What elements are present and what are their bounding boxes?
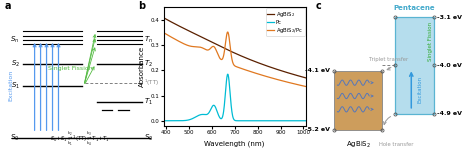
Bar <box>394 17 434 114</box>
AgBiS$_2$ <box>186 30 191 32</box>
Text: Excitation: Excitation <box>418 76 423 103</box>
Pc <box>225 74 231 76</box>
Text: $T_n$: $T_n$ <box>144 35 153 45</box>
AgBiS$_2$ <box>303 77 309 79</box>
Text: $S_n$: $S_n$ <box>10 35 19 45</box>
Line: AgBiS$_2$: AgBiS$_2$ <box>164 18 306 78</box>
Pc <box>245 120 250 122</box>
Legend: AgBiS$_2$, Pc, AgBiS$_2$/Pc: AgBiS$_2$, Pc, AgBiS$_2$/Pc <box>266 8 305 36</box>
AgBiS$_2$ <box>255 62 261 64</box>
Text: Excitation: Excitation <box>8 70 13 102</box>
AgBiS$_2$ <box>268 66 273 68</box>
X-axis label: Wavelength (nm): Wavelength (nm) <box>204 140 265 147</box>
Text: $^1$(TT): $^1$(TT) <box>144 78 159 88</box>
Text: a: a <box>5 1 11 12</box>
Text: c: c <box>315 1 321 12</box>
Line: AgBiS$_2$/Pc: AgBiS$_2$/Pc <box>164 32 306 86</box>
Line: Pc: Pc <box>164 74 306 121</box>
Pc <box>303 120 309 122</box>
AgBiS$_2$/Pc <box>245 70 250 71</box>
Text: $S_1$: $S_1$ <box>10 81 19 91</box>
Text: Triplet transfer: Triplet transfer <box>369 57 408 62</box>
Pc <box>225 73 231 75</box>
Text: Singlet Fission: Singlet Fission <box>48 66 93 71</box>
Text: -5.2 eV: -5.2 eV <box>304 127 329 132</box>
Y-axis label: Absorbance: Absorbance <box>139 46 145 87</box>
Text: $T_2$: $T_2$ <box>144 59 153 69</box>
AgBiS$_2$ <box>245 58 250 59</box>
Text: $S_0$: $S_0$ <box>144 133 153 143</box>
Text: $S_0$: $S_0$ <box>10 133 19 143</box>
AgBiS$_2$/Pc <box>161 32 166 33</box>
Text: Singlet Fission: Singlet Fission <box>428 22 433 61</box>
Text: $S_0{+}S_1 \underset{k_1}{\overset{k_2}{\rightleftharpoons}} {}^1(TT) \underset{: $S_0{+}S_1 \underset{k_1}{\overset{k_2}{… <box>50 131 109 148</box>
AgBiS$_2$/Pc <box>186 45 191 47</box>
Text: -4.9 eV: -4.9 eV <box>438 111 463 116</box>
Pc <box>256 120 262 122</box>
AgBiS$_2$/Pc <box>256 73 262 75</box>
AgBiS$_2$/Pc <box>303 86 309 87</box>
Text: $T_1$: $T_1$ <box>144 97 153 107</box>
Text: Pentacene: Pentacene <box>393 5 435 11</box>
Pc <box>268 120 273 122</box>
AgBiS$_2$/Pc <box>225 31 230 33</box>
AgBiS$_2$/Pc <box>197 46 203 48</box>
Text: b: b <box>138 1 145 12</box>
Text: AgBiS$_2$: AgBiS$_2$ <box>346 140 371 148</box>
Bar <box>334 71 382 130</box>
Text: -3.1 eV: -3.1 eV <box>438 15 463 20</box>
AgBiS$_2$/Pc <box>225 32 231 33</box>
Text: -4.0 eV: -4.0 eV <box>438 63 462 68</box>
Pc <box>186 119 191 121</box>
AgBiS$_2$ <box>197 36 203 37</box>
AgBiS$_2$ <box>225 49 231 51</box>
Text: $S_2$: $S_2$ <box>10 59 19 69</box>
AgBiS$_2$/Pc <box>268 77 273 79</box>
Pc <box>197 114 203 116</box>
Text: Hole transfer: Hole transfer <box>379 142 413 147</box>
Text: -4.1 eV: -4.1 eV <box>304 68 329 73</box>
Pc <box>161 120 166 122</box>
AgBiS$_2$ <box>161 17 166 19</box>
